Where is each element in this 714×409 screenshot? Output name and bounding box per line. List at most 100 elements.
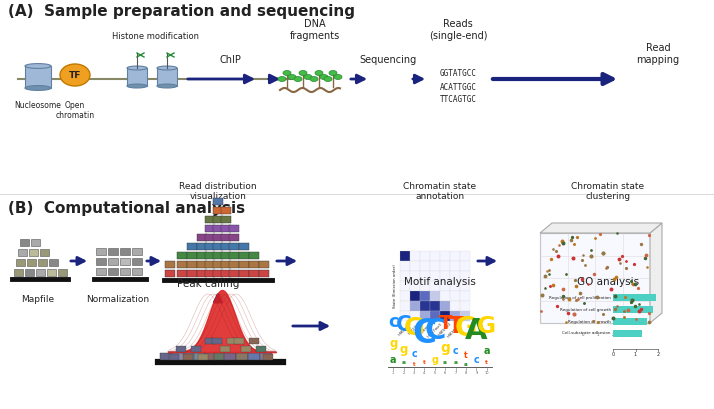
Bar bbox=[259, 270, 269, 277]
Polygon shape bbox=[540, 223, 662, 233]
Bar bbox=[430, 281, 440, 291]
Bar bbox=[410, 251, 420, 261]
Text: C: C bbox=[413, 317, 436, 350]
Text: DNA
fragments: DNA fragments bbox=[290, 19, 340, 41]
Ellipse shape bbox=[25, 85, 51, 90]
Text: a: a bbox=[483, 346, 490, 356]
Bar bbox=[410, 261, 420, 271]
Bar bbox=[220, 346, 230, 352]
Bar bbox=[25, 269, 34, 276]
Text: Histone modification: Histone modification bbox=[111, 32, 198, 41]
Bar bbox=[613, 294, 655, 301]
Bar bbox=[260, 353, 272, 360]
Bar bbox=[613, 318, 647, 325]
Ellipse shape bbox=[25, 63, 51, 68]
Text: a: a bbox=[453, 360, 458, 365]
Bar bbox=[249, 252, 259, 259]
Bar bbox=[440, 291, 450, 301]
Bar bbox=[410, 281, 420, 291]
Text: 1: 1 bbox=[634, 352, 637, 357]
Bar bbox=[400, 311, 410, 321]
Bar bbox=[430, 271, 440, 281]
Bar bbox=[400, 281, 410, 291]
Bar bbox=[25, 66, 51, 88]
Bar bbox=[191, 346, 201, 352]
Bar bbox=[212, 338, 222, 344]
Text: 6: 6 bbox=[444, 371, 446, 375]
Bar bbox=[20, 239, 29, 246]
Bar bbox=[197, 270, 207, 277]
Text: g: g bbox=[441, 341, 450, 355]
Polygon shape bbox=[650, 223, 662, 323]
Bar bbox=[430, 301, 440, 311]
Bar bbox=[198, 354, 208, 360]
Bar bbox=[96, 248, 106, 255]
Text: Normalization: Normalization bbox=[86, 295, 149, 304]
Text: (B)  Computational analysis: (B) Computational analysis bbox=[8, 201, 245, 216]
Text: t: t bbox=[413, 362, 416, 366]
Bar bbox=[248, 338, 258, 344]
Bar bbox=[204, 353, 216, 360]
Bar bbox=[430, 261, 440, 271]
Ellipse shape bbox=[157, 66, 177, 70]
Text: H3K36me3: H3K36me3 bbox=[447, 322, 463, 339]
Text: 2: 2 bbox=[656, 352, 660, 357]
Bar bbox=[221, 216, 231, 223]
Bar bbox=[410, 271, 420, 281]
Bar bbox=[120, 258, 130, 265]
Bar bbox=[410, 301, 420, 311]
Bar bbox=[160, 353, 172, 360]
Text: GO analysis: GO analysis bbox=[577, 277, 639, 287]
Text: G: G bbox=[403, 316, 424, 340]
Text: Chromatin state
clustering: Chromatin state clustering bbox=[571, 182, 645, 201]
Text: GGTATGCC: GGTATGCC bbox=[440, 70, 476, 79]
Bar bbox=[229, 225, 239, 232]
Bar bbox=[420, 271, 430, 281]
Bar bbox=[460, 261, 470, 271]
Text: c: c bbox=[388, 313, 398, 331]
Bar bbox=[420, 291, 430, 301]
Bar bbox=[430, 251, 440, 261]
Ellipse shape bbox=[157, 84, 177, 88]
Bar bbox=[213, 261, 223, 268]
Bar bbox=[400, 291, 410, 301]
Bar bbox=[187, 243, 197, 250]
Bar bbox=[16, 259, 25, 266]
Bar bbox=[400, 301, 410, 311]
Bar bbox=[165, 270, 175, 277]
Bar bbox=[108, 248, 118, 255]
Bar bbox=[197, 243, 207, 250]
Bar bbox=[221, 234, 231, 241]
Text: C: C bbox=[396, 315, 411, 335]
Text: G: G bbox=[455, 316, 477, 342]
Text: 4: 4 bbox=[423, 371, 426, 375]
Bar bbox=[29, 249, 38, 256]
Bar bbox=[187, 261, 197, 268]
Text: G: G bbox=[477, 315, 496, 338]
Ellipse shape bbox=[329, 70, 337, 76]
Bar bbox=[108, 268, 118, 275]
Bar bbox=[221, 261, 231, 268]
Text: Nucleosome: Nucleosome bbox=[14, 101, 61, 110]
Text: State (Emission order): State (Emission order) bbox=[393, 264, 397, 308]
Bar bbox=[410, 291, 420, 301]
Text: Read distribution
visualization: Read distribution visualization bbox=[179, 182, 257, 201]
Bar bbox=[184, 353, 196, 360]
Text: Regulation of cell growth: Regulation of cell growth bbox=[560, 308, 611, 312]
Bar bbox=[224, 353, 236, 360]
Bar bbox=[239, 261, 249, 268]
Bar bbox=[213, 207, 223, 214]
Bar bbox=[205, 252, 215, 259]
Bar bbox=[229, 252, 239, 259]
Bar bbox=[205, 243, 215, 250]
Text: t: t bbox=[423, 360, 426, 365]
Bar bbox=[613, 306, 653, 313]
Bar bbox=[241, 346, 251, 352]
Bar bbox=[96, 268, 106, 275]
Text: T: T bbox=[448, 315, 463, 338]
Bar bbox=[58, 269, 67, 276]
Bar bbox=[205, 234, 215, 241]
Text: Regulation of cell proliferation: Regulation of cell proliferation bbox=[549, 295, 611, 299]
Bar bbox=[440, 301, 450, 311]
Bar bbox=[14, 269, 23, 276]
